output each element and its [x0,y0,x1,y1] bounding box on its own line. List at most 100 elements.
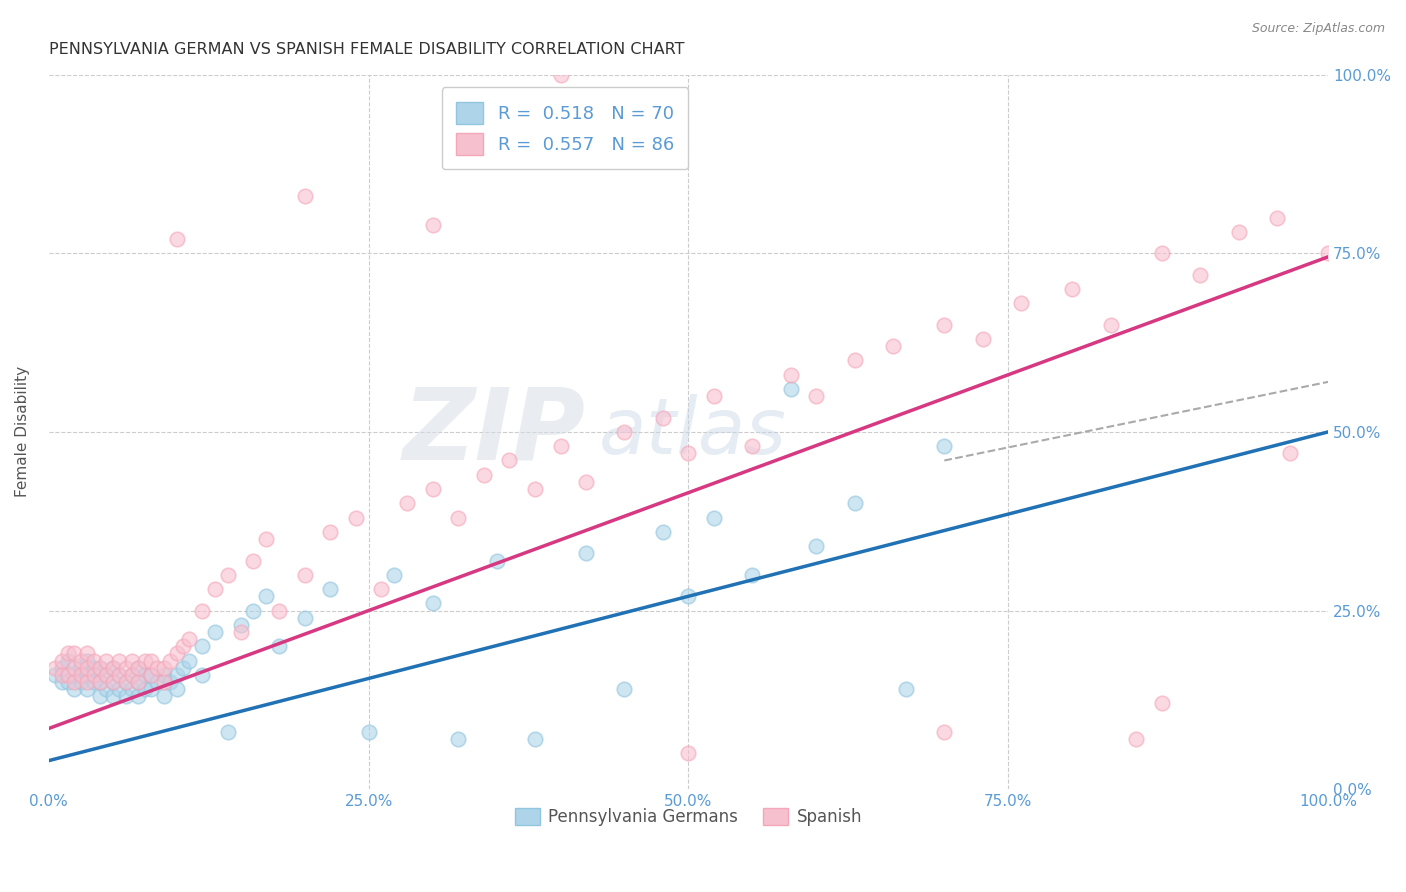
Point [76,675,98,690]
Point [613,425,636,439]
Point [806,389,828,403]
Point [108,654,131,668]
Point [370,582,392,596]
Point [146,675,169,690]
Point [166,682,188,697]
Point [1265,211,1288,225]
Point [108,668,131,682]
Point [69,668,91,682]
Point [134,654,156,668]
Point [844,353,866,368]
Point [139,654,162,668]
Point [844,496,866,510]
Point [498,453,520,467]
Point [179,632,201,647]
Point [63,675,86,690]
Point [1317,246,1340,260]
Point [56,654,79,668]
Point [229,625,252,640]
Point [89,661,111,675]
Point [191,603,214,617]
Text: PENNSYLVANIA GERMAN VS SPANISH FEMALE DISABILITY CORRELATION CHART: PENNSYLVANIA GERMAN VS SPANISH FEMALE DI… [49,42,685,57]
Point [894,682,917,697]
Point [51,661,73,675]
Point [76,668,98,682]
Point [89,690,111,704]
Point [134,668,156,682]
Point [1150,697,1173,711]
Point [56,647,79,661]
Point [69,661,91,675]
Point [229,618,252,632]
Point [108,682,131,697]
Point [153,661,176,675]
Point [121,682,143,697]
Point [294,567,316,582]
Point [139,668,162,682]
Point [242,553,264,567]
Point [69,654,91,668]
Point [934,439,956,453]
Point [153,668,176,682]
Point [76,654,98,668]
Point [550,68,572,82]
Point [76,682,98,697]
Point [1189,268,1212,282]
Point [83,675,105,690]
Point [83,661,105,675]
Point [678,747,700,761]
Point [146,661,169,675]
Point [172,640,194,654]
Point [1099,318,1122,332]
Point [395,496,418,510]
Point [651,410,673,425]
Point [344,510,367,524]
Point [166,668,188,682]
Point [76,661,98,675]
Point [121,668,143,682]
Point [51,675,73,690]
Point [153,675,176,690]
Point [96,668,118,682]
Point [101,675,124,690]
Point [217,567,239,582]
Point [191,668,214,682]
Point [108,668,131,682]
Point [703,389,725,403]
Point [56,675,79,690]
Point [447,732,470,747]
Point [1010,296,1032,310]
Point [44,661,66,675]
Point [382,567,405,582]
Point [83,654,105,668]
Y-axis label: Female Disability: Female Disability [15,367,30,498]
Point [934,725,956,739]
Point [139,668,162,682]
Point [254,532,277,546]
Point [267,603,290,617]
Point [575,546,598,560]
Point [89,675,111,690]
Point [1227,225,1250,239]
Point [204,625,226,640]
Point [523,732,546,747]
Point [127,675,149,690]
Point [1062,282,1084,296]
Point [96,682,118,697]
Point [613,682,636,697]
Point [127,675,149,690]
Point [741,567,763,582]
Point [550,439,572,453]
Point [114,661,136,675]
Point [114,675,136,690]
Point [114,690,136,704]
Point [159,675,181,690]
Point [741,439,763,453]
Point [779,368,801,382]
Point [972,332,994,346]
Point [89,675,111,690]
Point [703,510,725,524]
Point [575,475,598,489]
Point [678,446,700,460]
Point [51,668,73,682]
